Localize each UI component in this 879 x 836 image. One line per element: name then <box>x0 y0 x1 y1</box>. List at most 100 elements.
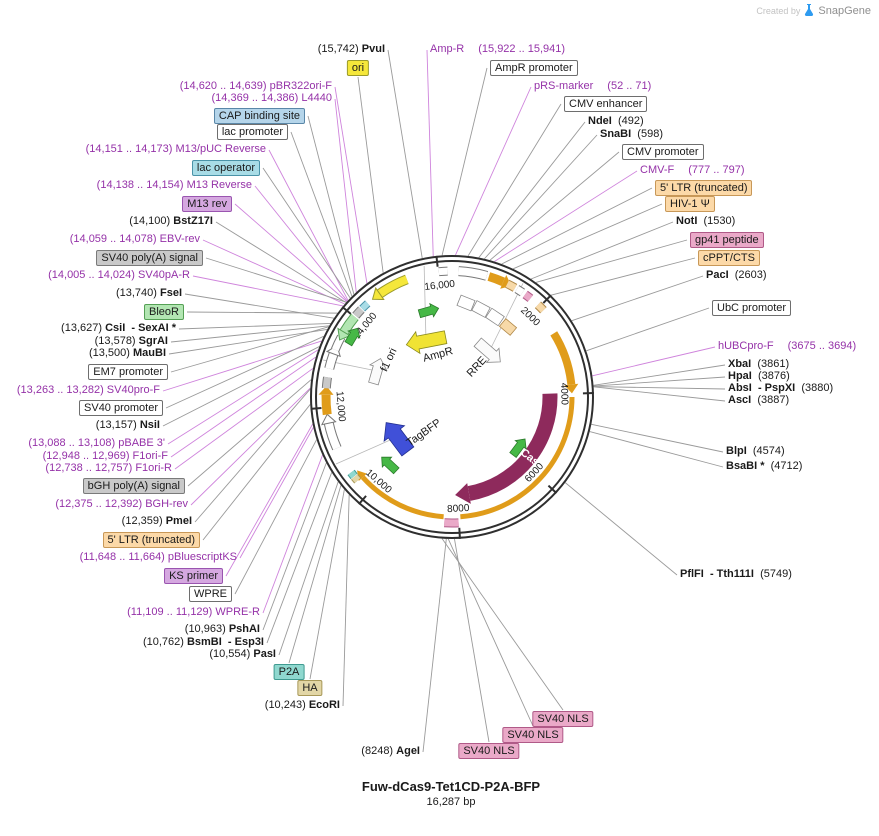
dcas9-arc[interactable] <box>467 393 558 501</box>
cppt-arc[interactable] <box>535 302 546 313</box>
label-hiv1-psi[interactable]: HIV-1 Ψ <box>665 196 715 212</box>
label-nsii[interactable]: (13,157) NsiI <box>96 418 160 433</box>
cmv-box-3[interactable] <box>485 307 505 327</box>
label-maubi[interactable]: (13,500) MauBI <box>89 346 166 361</box>
label-ampr-promoter[interactable]: AmpR promoter <box>490 60 578 76</box>
label-ha[interactable]: HA <box>297 680 323 696</box>
label-pmei[interactable]: (12,359) PmeI <box>122 514 192 529</box>
label-bsmbi-esp3i[interactable]: (10,762) BsmBI - Esp3I <box>143 635 264 650</box>
label-lac-promoter[interactable]: lac promoter <box>216 124 288 140</box>
label-m13-puc-reverse[interactable]: (14,151 .. 14,173) M13/pUC Reverse <box>86 142 266 157</box>
label-cmv-f[interactable]: CMV-F (777 .. 797) <box>640 163 745 178</box>
tagbfp-arrow[interactable] <box>376 415 418 459</box>
label-cmv-promoter[interactable]: CMV promoter <box>622 144 704 160</box>
ha-arc[interactable] <box>351 474 361 483</box>
label-amp-r[interactable]: Amp-R (15,922 .. 15,941) <box>430 42 565 57</box>
label-hubcpro-f[interactable]: hUBCpro-F (3675 .. 3694) <box>718 339 856 354</box>
rre-arrow[interactable] <box>472 335 507 369</box>
label-ebv-rev[interactable]: (14,059 .. 14,078) EBV-rev <box>70 232 200 247</box>
label-sv40pa-r[interactable]: (14,005 .. 14,024) SV40pA-R <box>48 268 190 283</box>
label-csii-sexai[interactable]: (13,627) CsiI - SexAI * <box>61 321 176 336</box>
label-prs-marker[interactable]: pRS-marker (52 .. 71) <box>534 79 651 94</box>
label-xbai[interactable]: XbaI (3861) <box>728 357 789 372</box>
label-absi-pspxi[interactable]: AbsI - PspXI (3880) <box>728 381 833 396</box>
label-sgrai[interactable]: (13,578) SgrAI <box>95 334 168 349</box>
primer-arrow-left[interactable] <box>343 325 364 347</box>
f1ori-arrow[interactable] <box>365 356 389 386</box>
label-pasi[interactable]: (10,554) PasI <box>209 647 276 662</box>
ori-arc[interactable] <box>377 275 409 298</box>
primer-arrow-top[interactable] <box>417 302 441 321</box>
label-em7-promoter[interactable]: EM7 promoter <box>88 364 168 380</box>
label-p2a[interactable]: P2A <box>273 664 305 680</box>
label-hpai[interactable]: HpaI (3876) <box>728 369 790 384</box>
cmv-box-2[interactable] <box>471 300 491 318</box>
label-bsabi[interactable]: BsaBI * (4712) <box>726 459 802 474</box>
label-paci[interactable]: PacI (2603) <box>706 268 767 283</box>
label-sv40-polya-signal[interactable]: SV40 poly(A) signal <box>96 250 203 266</box>
label-snabi[interactable]: SnaBI (598) <box>600 127 663 142</box>
ubc-promoter-arc[interactable] <box>550 331 576 385</box>
primer-arrow-right[interactable] <box>508 435 531 459</box>
label-m13-rev[interactable]: M13 rev <box>182 196 232 212</box>
label-wpre[interactable]: WPRE <box>189 586 232 602</box>
label-sv40-nls-1[interactable]: SV40 NLS <box>532 711 594 727</box>
ampr-promoter-arc[interactable] <box>438 267 448 276</box>
label-ndei[interactable]: NdeI (492) <box>588 114 644 129</box>
label-cap-binding-site[interactable]: CAP binding site <box>213 108 305 124</box>
label-pbluescriptks[interactable]: (11,648 .. 11,664) pBluescriptKS <box>80 550 237 565</box>
label-fsei[interactable]: (13,740) FseI <box>116 286 182 301</box>
label-pbabe-3[interactable]: (13,088 .. 13,108) pBABE 3' <box>28 436 165 451</box>
lac-cap-arc[interactable] <box>359 301 370 311</box>
label-bleor[interactable]: BleoR <box>144 304 184 320</box>
label-sv40pro-f[interactable]: (13,263 .. 13,282) SV40pro-F <box>17 383 160 398</box>
label-f1ori-r[interactable]: (12,738 .. 12,757) F1ori-R <box>45 461 172 476</box>
label-blpi[interactable]: BlpI (4574) <box>726 444 785 459</box>
label-ks-primer[interactable]: KS primer <box>164 568 223 584</box>
label-m13-reverse[interactable]: (14,138 .. 14,154) M13 Reverse <box>97 178 252 193</box>
label-pflfi-tth111i[interactable]: PflFI - Tth111I (5749) <box>680 567 792 582</box>
label-pvui[interactable]: (15,742) PvuI <box>318 42 385 57</box>
p2a-arc[interactable] <box>348 470 357 479</box>
label-gp41-peptide[interactable]: gp41 peptide <box>690 232 764 248</box>
label-l4440[interactable]: (14,369 .. 14,386) L4440 <box>212 91 333 106</box>
label-ubc-promoter[interactable]: UbC promoter <box>712 300 792 316</box>
f1ori-arc[interactable] <box>325 352 338 370</box>
gp41-arc[interactable] <box>523 291 533 302</box>
label-agei[interactable]: (8248) AgeI <box>361 744 420 759</box>
label-asci[interactable]: AscI (3887) <box>728 393 789 408</box>
label-sv40-nls-3[interactable]: SV40 NLS <box>458 743 520 759</box>
gold-arc-left[interactable] <box>360 475 444 520</box>
psi-box[interactable] <box>498 318 518 336</box>
cmv-region-arc[interactable] <box>458 267 488 280</box>
label-pshai[interactable]: (10,963) PshAI <box>185 622 260 637</box>
label-ori-box[interactable]: ori <box>346 60 370 76</box>
sv40-pa-arc[interactable] <box>353 307 364 318</box>
cmv-box-1[interactable] <box>456 294 476 312</box>
label-range: (8248) <box>361 745 397 757</box>
label-sv40-promoter[interactable]: SV40 promoter <box>79 400 163 416</box>
label-bgh-rev[interactable]: (12,375 .. 12,392) BGH-rev <box>55 497 188 512</box>
label-ecori[interactable]: (10,243) EcoRI <box>265 698 340 713</box>
ampr-arrow[interactable] <box>404 326 448 355</box>
label-bstz17i[interactable]: (14,100) BstZ17I <box>129 214 213 229</box>
label-sv40-nls-2[interactable]: SV40 NLS <box>502 727 564 743</box>
label-pbr322ori-f[interactable]: (14,620 .. 14,639) pBR322ori-F <box>180 79 332 94</box>
hiv1-psi-arc[interactable] <box>505 280 517 291</box>
bgh-pa-arc[interactable] <box>322 376 332 389</box>
primer-arrow-bottom[interactable] <box>377 452 401 476</box>
label-bgh-polya-signal[interactable]: bGH poly(A) signal <box>82 478 185 494</box>
rre-rim-arc[interactable] <box>515 285 525 296</box>
gold-arc-right[interactable] <box>460 396 575 520</box>
five-ltr-1-arc[interactable] <box>487 272 506 287</box>
label-wpre-r[interactable]: (11,109 .. 11,129) WPRE-R <box>127 605 260 620</box>
label-range: (12,375 .. 12,392) <box>55 498 146 510</box>
label-noti[interactable]: NotI (1530) <box>676 214 735 229</box>
label-f1ori-f[interactable]: (12,948 .. 12,969) F1ori-F <box>43 449 168 464</box>
label-five-ltr-1[interactable]: 5' LTR (truncated) <box>655 180 753 196</box>
label-cmv-enhancer[interactable]: CMV enhancer <box>564 96 648 112</box>
label-cppt-cts[interactable]: cPPT/CTS <box>698 250 760 266</box>
five-ltr-2-arc[interactable] <box>321 394 332 416</box>
label-five-ltr-2[interactable]: 5' LTR (truncated) <box>102 532 200 548</box>
label-lac-operator[interactable]: lac operator <box>191 160 260 176</box>
